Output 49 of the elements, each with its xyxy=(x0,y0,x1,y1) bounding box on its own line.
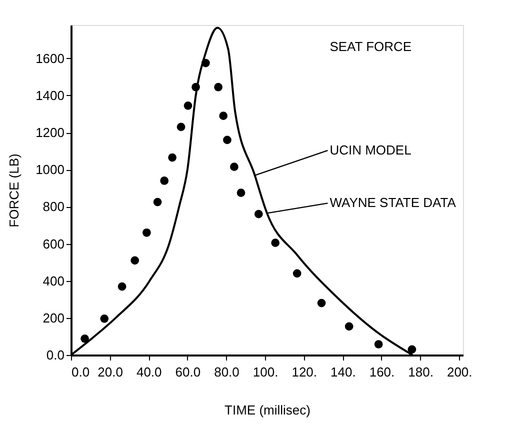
point xyxy=(80,334,89,343)
point xyxy=(142,228,151,237)
x-tick-label: 160. xyxy=(369,364,395,380)
point xyxy=(374,340,383,348)
y-tick-label: 1600 xyxy=(36,50,64,66)
point xyxy=(176,122,186,132)
point xyxy=(130,256,140,265)
point xyxy=(160,176,169,185)
x-tick-label: 140. xyxy=(330,364,356,380)
point xyxy=(100,314,109,323)
point xyxy=(118,282,126,291)
y-tick-label: 400 xyxy=(42,273,64,288)
y-tick-label: 200 xyxy=(42,310,64,326)
annotation: UCIN MODEL xyxy=(330,142,412,158)
point xyxy=(168,153,176,162)
x-tick-label: 60.0 xyxy=(175,364,201,380)
point xyxy=(292,269,302,278)
point xyxy=(317,298,326,308)
point xyxy=(230,162,238,171)
y-tick-label: 600 xyxy=(42,236,64,252)
y-tick-label: 800 xyxy=(42,199,64,214)
x-tick-label: 40.0 xyxy=(136,364,162,380)
y-tick-label: 0.0 xyxy=(46,348,64,362)
y-axis-title: FORCE (LB) xyxy=(6,154,22,228)
y-tick-label: 1200 xyxy=(36,125,64,140)
point xyxy=(184,101,192,110)
y-tick-label: 1000 xyxy=(36,162,64,178)
x-tick-label: 180. xyxy=(408,364,434,380)
point xyxy=(223,136,232,144)
point xyxy=(201,58,210,68)
x-axis-title: TIME (millisec) xyxy=(224,402,310,418)
point xyxy=(408,345,416,354)
x-tick-label: 200. xyxy=(446,364,472,380)
annotation: SEAT FORCE xyxy=(330,39,412,54)
point xyxy=(192,82,200,92)
point xyxy=(254,210,263,218)
point xyxy=(214,82,222,92)
point xyxy=(344,322,354,331)
point xyxy=(236,188,246,197)
x-tick-label: 100. xyxy=(252,364,278,380)
annotation: WAYNE STATE DATA xyxy=(330,195,456,210)
x-tick-label: 80.0 xyxy=(214,364,240,380)
x-tick-label: 0.0 xyxy=(72,364,90,380)
x-tick-label: 20.0 xyxy=(98,364,123,380)
x-tick-label: 120. xyxy=(292,364,318,380)
point xyxy=(271,238,280,248)
point xyxy=(219,112,228,120)
y-tick-label: 1400 xyxy=(36,88,64,103)
point xyxy=(153,198,162,206)
